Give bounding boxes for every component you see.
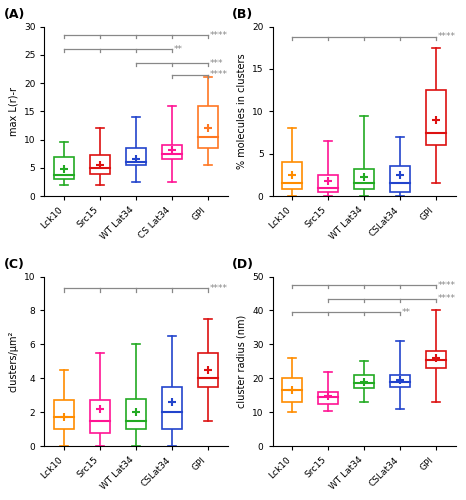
Bar: [390, 375, 410, 387]
Bar: [426, 351, 446, 368]
Y-axis label: cluster radius (nm): cluster radius (nm): [237, 314, 247, 408]
Bar: [126, 148, 146, 165]
Y-axis label: clusters/μm²: clusters/μm²: [8, 330, 18, 392]
Text: ****: ****: [438, 280, 456, 289]
Text: **: **: [402, 308, 411, 316]
Bar: [126, 398, 146, 429]
Text: ****: ****: [210, 30, 228, 40]
Y-axis label: % molecules in clusters: % molecules in clusters: [237, 54, 247, 169]
Text: ****: ****: [210, 284, 228, 293]
Bar: [162, 146, 182, 160]
Text: ***: ***: [210, 59, 223, 68]
Text: (B): (B): [232, 8, 254, 22]
Y-axis label: max L(r)-r: max L(r)-r: [8, 87, 18, 136]
Bar: [282, 162, 302, 190]
Bar: [318, 392, 338, 404]
Text: (C): (C): [4, 258, 25, 272]
Bar: [390, 166, 410, 192]
Bar: [354, 375, 374, 388]
Bar: [90, 156, 110, 174]
Bar: [198, 353, 218, 387]
Bar: [162, 387, 182, 429]
Text: (D): (D): [232, 258, 254, 272]
Text: (A): (A): [4, 8, 26, 22]
Bar: [318, 175, 338, 192]
Bar: [198, 106, 218, 148]
Text: ****: ****: [438, 32, 456, 42]
Text: ****: ****: [438, 294, 456, 303]
Bar: [55, 156, 74, 179]
Bar: [90, 400, 110, 432]
Bar: [55, 400, 74, 429]
Bar: [426, 90, 446, 146]
Text: **: **: [174, 44, 183, 54]
Text: ****: ****: [210, 70, 228, 79]
Bar: [282, 378, 302, 402]
Bar: [354, 169, 374, 190]
